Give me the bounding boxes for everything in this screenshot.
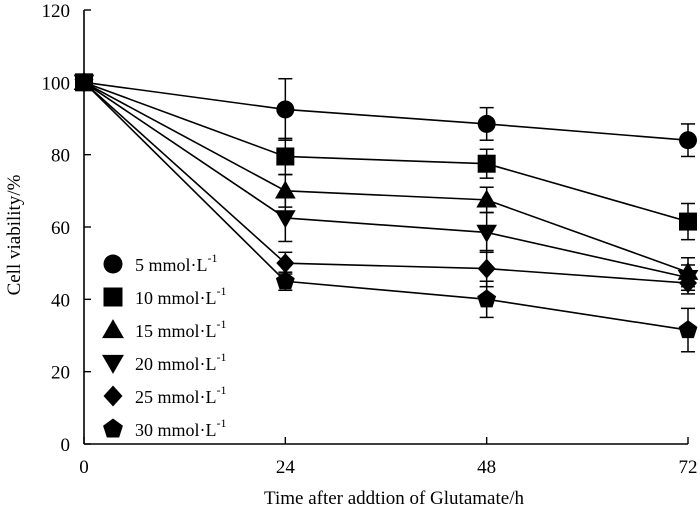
legend-label-superscript: -1 — [208, 251, 218, 265]
series-line — [83, 81, 689, 273]
data-point — [74, 72, 94, 91]
data-point — [679, 212, 697, 231]
legend-item: 10 mmol·L-1 — [103, 284, 227, 308]
data-point — [275, 271, 295, 290]
data-point — [679, 131, 697, 150]
x-tick-label: 48 — [477, 457, 496, 478]
legend-marker — [103, 418, 123, 438]
legend-label: 5 mmol·L-1 — [135, 251, 218, 275]
data-point — [477, 289, 497, 308]
x-tick-label: 72 — [679, 457, 698, 478]
data-point — [276, 147, 295, 166]
legend-label-superscript: -1 — [217, 317, 227, 331]
series-1 — [75, 73, 697, 158]
legend-item: 25 mmol·L-1 — [103, 383, 227, 407]
legend-label: 15 mmol·L-1 — [135, 317, 227, 341]
data-point — [678, 320, 698, 339]
y-axis-label: Cell viability/% — [4, 174, 25, 295]
legend-label-superscript: -1 — [217, 416, 227, 430]
x-tick-label: 0 — [79, 457, 89, 478]
axes: 0 20 40 60 80 100 120 0 24 48 72 — [42, 1, 698, 478]
y-tick-label: 60 — [51, 218, 70, 239]
series-layer — [73, 71, 699, 353]
legend: 5 mmol·L-1 10 mmol·L-1 15 mmol·L-1 20 mmol·… — [102, 251, 227, 440]
legend-label-superscript: -1 — [217, 350, 227, 364]
series-line — [83, 81, 689, 141]
series-line — [83, 81, 689, 331]
y-tick-label: 40 — [51, 290, 70, 311]
x-axis-label: Time after addtion of Glutamate/h — [264, 488, 524, 509]
y-tick-label: 80 — [51, 146, 70, 167]
y-tick-label: 20 — [51, 363, 70, 384]
series-line — [83, 81, 689, 223]
legend-label: 25 mmol·L-1 — [135, 383, 227, 407]
legend-label-superscript: -1 — [217, 383, 227, 397]
series-6 — [74, 72, 698, 353]
data-point — [679, 273, 697, 293]
legend-marker — [103, 385, 123, 407]
data-point — [276, 253, 295, 274]
data-point — [274, 210, 296, 229]
data-point — [276, 100, 295, 119]
x-tick-label: 24 — [276, 457, 296, 478]
data-point — [477, 114, 496, 133]
y-tick-label: 120 — [42, 1, 71, 22]
legend-item: 20 mmol·L-1 — [102, 350, 227, 374]
series-2 — [75, 73, 697, 241]
legend-item: 15 mmol·L-1 — [102, 317, 227, 341]
data-point — [476, 224, 498, 243]
series-line — [83, 81, 689, 284]
data-point — [477, 154, 496, 173]
legend-label: 30 mmol·L-1 — [135, 416, 227, 440]
legend-marker — [102, 354, 124, 374]
y-tick-label: 0 — [61, 435, 71, 456]
series-line — [83, 81, 689, 279]
y-tick-label: 100 — [42, 73, 71, 94]
legend-label-superscript: -1 — [217, 284, 227, 298]
legend-label: 10 mmol·L-1 — [135, 284, 227, 308]
legend-marker — [102, 319, 124, 339]
data-point — [476, 189, 498, 208]
legend-item: 5 mmol·L-1 — [103, 251, 218, 275]
data-point — [477, 258, 496, 279]
legend-label: 20 mmol·L-1 — [135, 350, 227, 374]
legend-marker — [103, 287, 123, 307]
legend-item: 30 mmol·L-1 — [103, 416, 227, 440]
legend-marker — [103, 254, 123, 274]
